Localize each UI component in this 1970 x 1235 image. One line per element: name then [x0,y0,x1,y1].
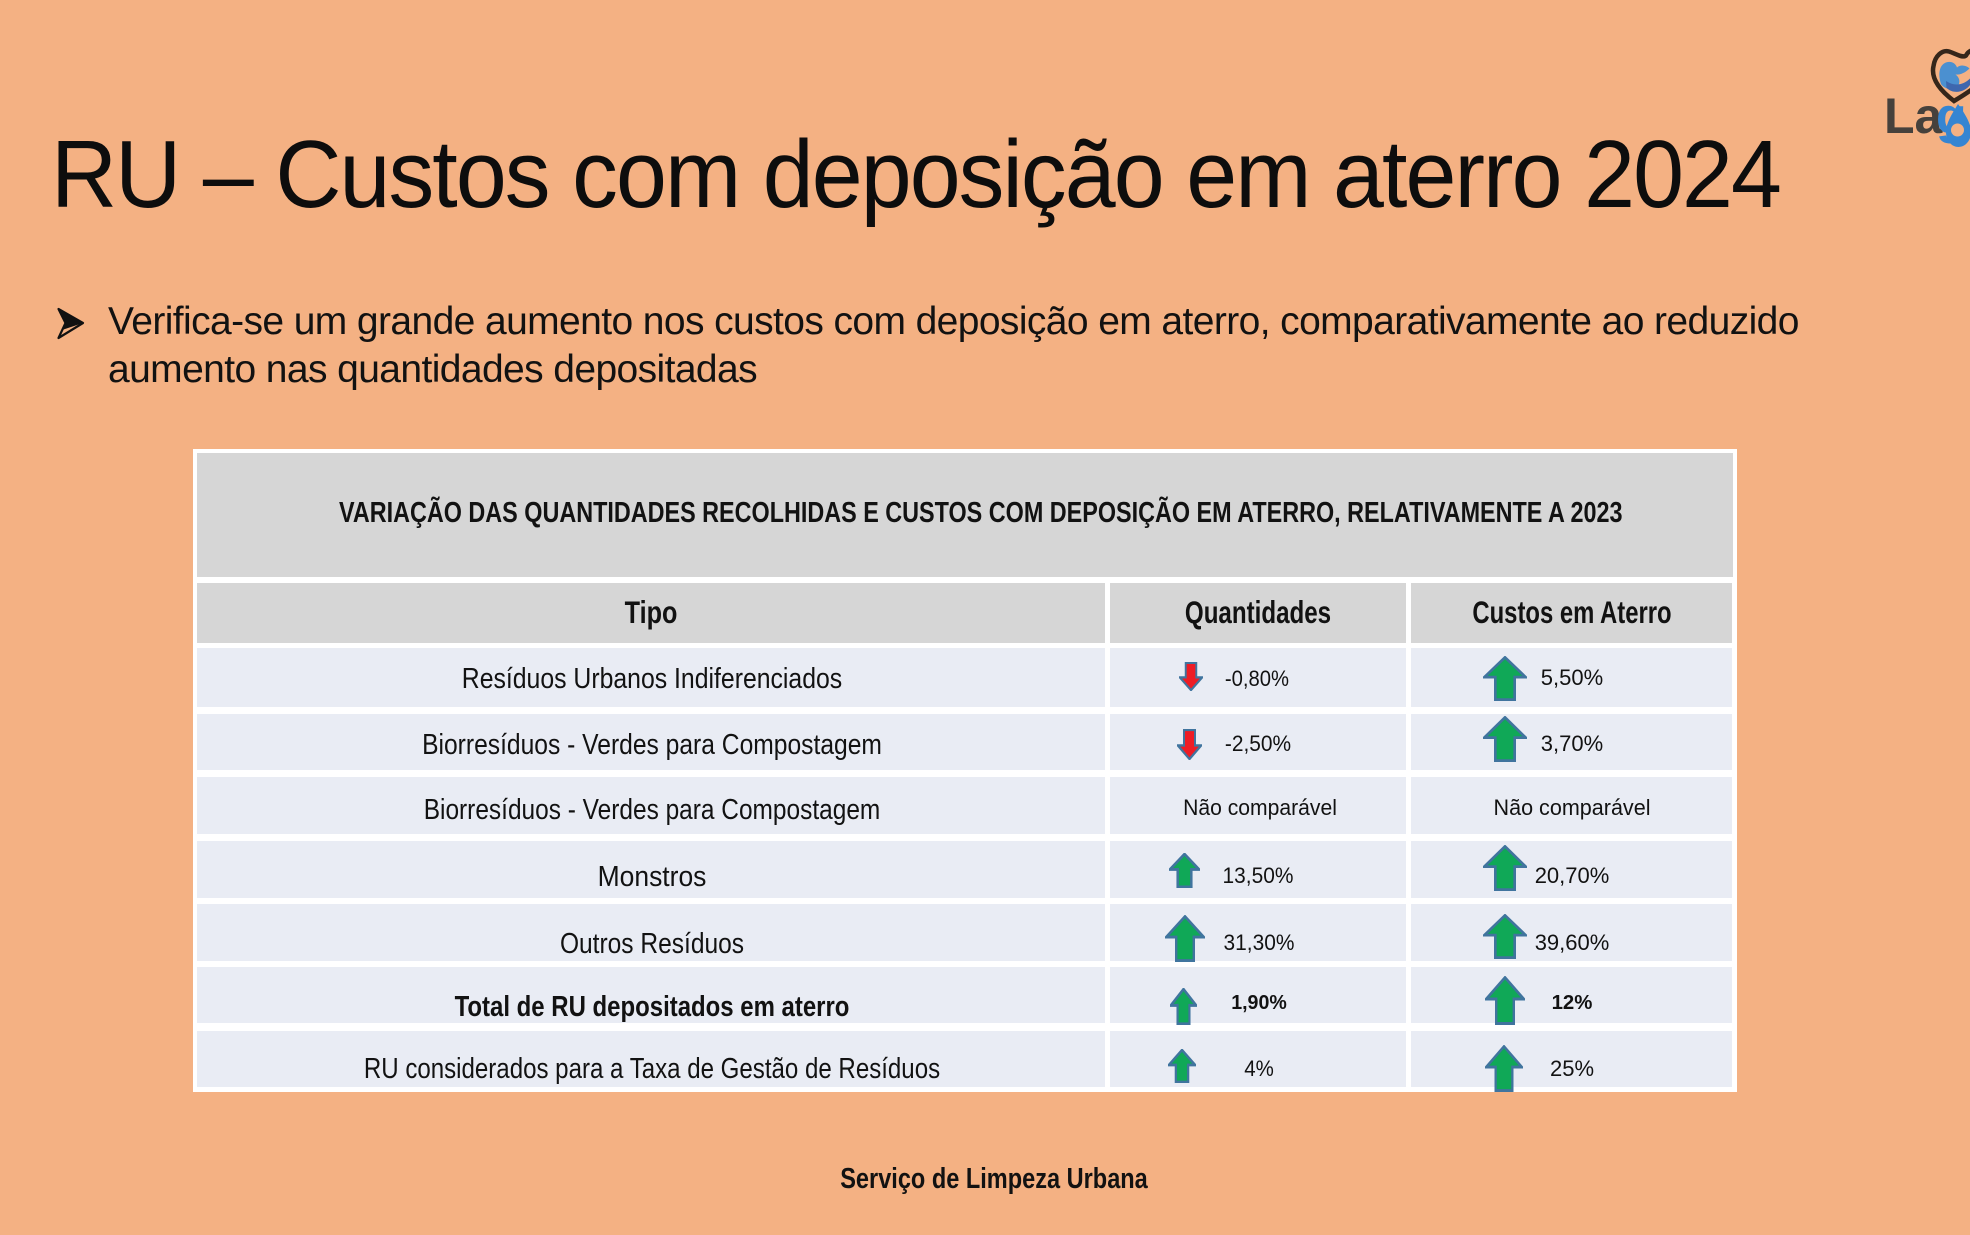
svg-text:La: La [1884,88,1944,144]
